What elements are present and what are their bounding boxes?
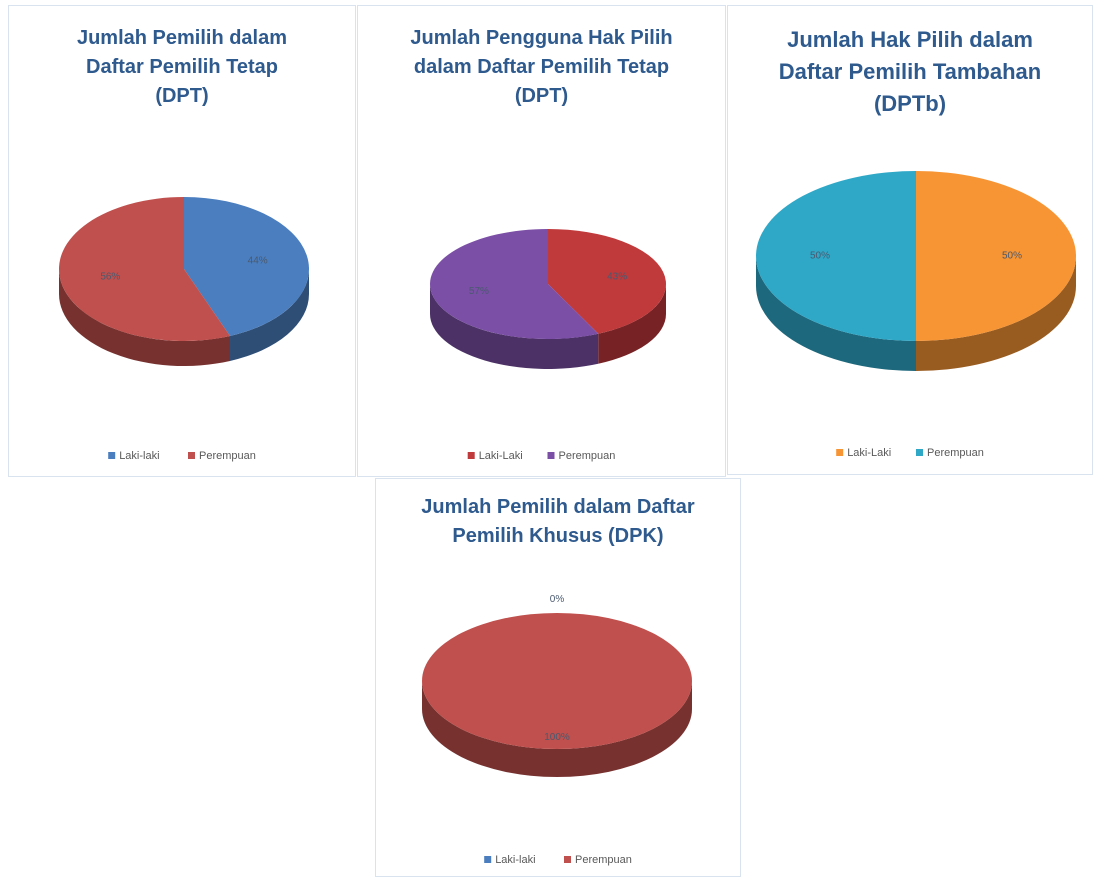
slice-side	[430, 284, 599, 369]
legend-label: Perempuan	[199, 450, 256, 462]
slice	[548, 229, 666, 334]
legend-swatch	[564, 856, 571, 863]
data-label: 50%	[810, 251, 830, 262]
data-label: 100%	[544, 732, 570, 743]
legend-label: Perempuan	[559, 450, 616, 462]
data-label: 50%	[1002, 251, 1022, 262]
chart-panel: 50% 50% Laki-Laki Perempuan Jumlah Hak Pilih…	[727, 5, 1093, 475]
chart: 44% 56% Laki-laki Perempuan	[59, 197, 310, 462]
chart-panel: 44% 56% Laki-laki Perempuan Jumlah Pemilih d…	[8, 5, 356, 477]
legend-label: Laki-laki	[119, 450, 159, 462]
legend-label: Laki-Laki	[479, 450, 523, 462]
data-label: 44%	[248, 256, 268, 267]
chart-title: Jumlah Pemilih dalam Daftar Pemilih Khus…	[421, 496, 695, 547]
slice	[184, 197, 310, 336]
legend-swatch	[484, 856, 492, 863]
legend-label: Laki-laki	[495, 854, 535, 866]
data-label: 0%	[550, 594, 565, 605]
slice-side	[916, 256, 1076, 371]
slice-side	[59, 269, 231, 367]
chart-panel: 43% 57% Laki-Laki Perempuan Jumlah Pengguna …	[357, 5, 726, 477]
chart-title: Jumlah Hak Pilih dalam Daftar Pemilih Ta…	[778, 27, 1042, 116]
chart: 50% 50% Laki-Laki Perempuan	[756, 171, 1076, 459]
data-label: 43%	[607, 271, 627, 282]
chart: 43% 57% Laki-Laki Perempuan	[430, 229, 666, 462]
chart: 0% 100% Laki-laki Perempuan	[422, 594, 692, 866]
data-label: 57%	[469, 286, 489, 297]
slice-side	[598, 284, 666, 364]
legend-swatch	[916, 449, 923, 456]
slice	[59, 197, 231, 341]
legend-swatch	[467, 452, 475, 459]
chart-title: Jumlah Pemilih dalam Daftar Pemilih Teta…	[76, 27, 288, 107]
slice-side	[422, 681, 692, 777]
legend-swatch	[547, 452, 555, 459]
slice-side	[230, 269, 309, 361]
slice	[756, 171, 916, 341]
chart-panel: 0% 100% Laki-laki Perempuan Jumlah Pemilih d…	[375, 478, 741, 877]
chart-title: Jumlah Pengguna Hak Pilih dalam Daftar P…	[410, 27, 673, 107]
slice	[430, 229, 599, 340]
data-label: 56%	[100, 272, 120, 283]
legend-label: Laki-Laki	[847, 447, 891, 459]
legend-label: Perempuan	[575, 854, 632, 866]
legend-swatch	[108, 452, 116, 459]
slice-side	[756, 256, 916, 371]
slice	[916, 171, 1076, 341]
slice	[422, 613, 692, 749]
legend-swatch	[188, 452, 195, 459]
legend-label: Perempuan	[927, 447, 984, 459]
legend-swatch	[836, 449, 844, 456]
